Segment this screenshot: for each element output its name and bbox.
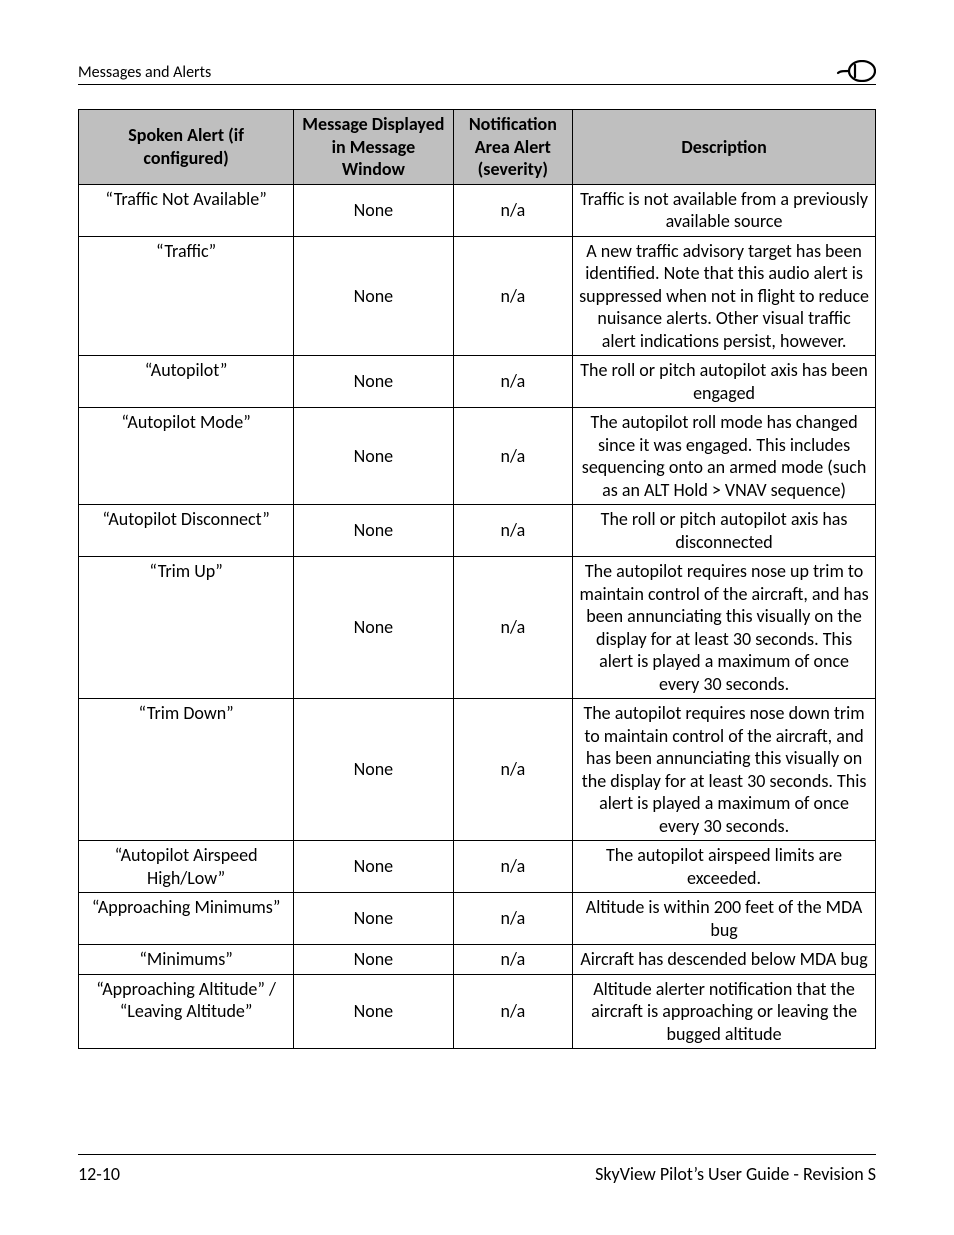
cell-description: Altitude alerter notification that the a… — [573, 974, 876, 1049]
cell-message: None — [294, 699, 453, 841]
cell-description: The autopilot airspeed limits are exceed… — [573, 841, 876, 893]
cell-alert: “Autopilot Disconnect” — [79, 505, 294, 557]
cell-severity: n/a — [453, 841, 573, 893]
cell-description: The autopilot roll mode has changed sinc… — [573, 408, 876, 505]
cell-alert: “Approaching Altitude” / “Leaving Altitu… — [79, 974, 294, 1049]
doc-title: SkyView Pilot’s User Guide - Revision S — [595, 1163, 876, 1185]
cell-alert: “Traffic” — [79, 236, 294, 356]
table-row: “Traffic” None n/a A new traffic advisor… — [79, 236, 876, 356]
cell-message: None — [294, 236, 453, 356]
cell-message: None — [294, 184, 453, 236]
cell-description: Aircraft has descended below MDA bug — [573, 945, 876, 975]
table-header-row: Spoken Alert (if configured) Message Dis… — [79, 110, 876, 185]
table-body: “Traffic Not Available” None n/a Traffic… — [79, 184, 876, 1049]
cell-description: The autopilot requires nose down trim to… — [573, 699, 876, 841]
cell-description: The autopilot requires nose up trim to m… — [573, 557, 876, 699]
cell-severity: n/a — [453, 945, 573, 975]
cell-alert: “Trim Up” — [79, 557, 294, 699]
table-row: “Approaching Altitude” / “Leaving Altitu… — [79, 974, 876, 1049]
cell-description: A new traffic advisory target has been i… — [573, 236, 876, 356]
page-footer: 12-10 SkyView Pilot’s User Guide - Revis… — [78, 1154, 876, 1185]
cell-alert: “Approaching Minimums” — [79, 893, 294, 945]
col-header-description: Description — [573, 110, 876, 185]
cell-description: The roll or pitch autopilot axis has dis… — [573, 505, 876, 557]
cell-message: None — [294, 505, 453, 557]
table-row: “Autopilot Airspeed High/Low” None n/a T… — [79, 841, 876, 893]
cell-message: None — [294, 974, 453, 1049]
table-row: “Minimums” None n/a Aircraft has descend… — [79, 945, 876, 975]
cell-severity: n/a — [453, 699, 573, 841]
cell-severity: n/a — [453, 408, 573, 505]
brand-logo-icon — [836, 60, 876, 82]
cell-message: None — [294, 557, 453, 699]
cell-alert: “Trim Down” — [79, 699, 294, 841]
cell-message: None — [294, 945, 453, 975]
col-header-spoken-alert: Spoken Alert (if configured) — [79, 110, 294, 185]
cell-alert: “Autopilot Airspeed High/Low” — [79, 841, 294, 893]
cell-message: None — [294, 893, 453, 945]
cell-alert: “Autopilot Mode” — [79, 408, 294, 505]
cell-severity: n/a — [453, 974, 573, 1049]
cell-severity: n/a — [453, 893, 573, 945]
cell-description: The roll or pitch autopilot axis has bee… — [573, 356, 876, 408]
cell-message: None — [294, 356, 453, 408]
cell-severity: n/a — [453, 236, 573, 356]
document-page: Messages and Alerts Spoken Alert (if con… — [0, 0, 954, 1235]
table-row: “Trim Up” None n/a The autopilot require… — [79, 557, 876, 699]
table-row: “Autopilot Mode” None n/a The autopilot … — [79, 408, 876, 505]
cell-alert: “Autopilot” — [79, 356, 294, 408]
alerts-table: Spoken Alert (if configured) Message Dis… — [78, 109, 876, 1049]
cell-message: None — [294, 408, 453, 505]
table-row: “Approaching Minimums” None n/a Altitude… — [79, 893, 876, 945]
table-row: “Autopilot Disconnect” None n/a The roll… — [79, 505, 876, 557]
page-header: Messages and Alerts — [78, 60, 876, 85]
cell-alert: “Traffic Not Available” — [79, 184, 294, 236]
cell-severity: n/a — [453, 505, 573, 557]
cell-alert: “Minimums” — [79, 945, 294, 975]
section-title: Messages and Alerts — [78, 63, 211, 82]
cell-severity: n/a — [453, 184, 573, 236]
col-header-severity: Notification Area Alert (severity) — [453, 110, 573, 185]
table-row: “Autopilot” None n/a The roll or pitch a… — [79, 356, 876, 408]
table-row: “Traffic Not Available” None n/a Traffic… — [79, 184, 876, 236]
cell-message: None — [294, 841, 453, 893]
page-number: 12-10 — [78, 1163, 120, 1185]
table-row: “Trim Down” None n/a The autopilot requi… — [79, 699, 876, 841]
cell-severity: n/a — [453, 557, 573, 699]
cell-severity: n/a — [453, 356, 573, 408]
col-header-message: Message Displayed in Message Window — [294, 110, 453, 185]
cell-description: Traffic is not available from a previous… — [573, 184, 876, 236]
cell-description: Altitude is within 200 feet of the MDA b… — [573, 893, 876, 945]
